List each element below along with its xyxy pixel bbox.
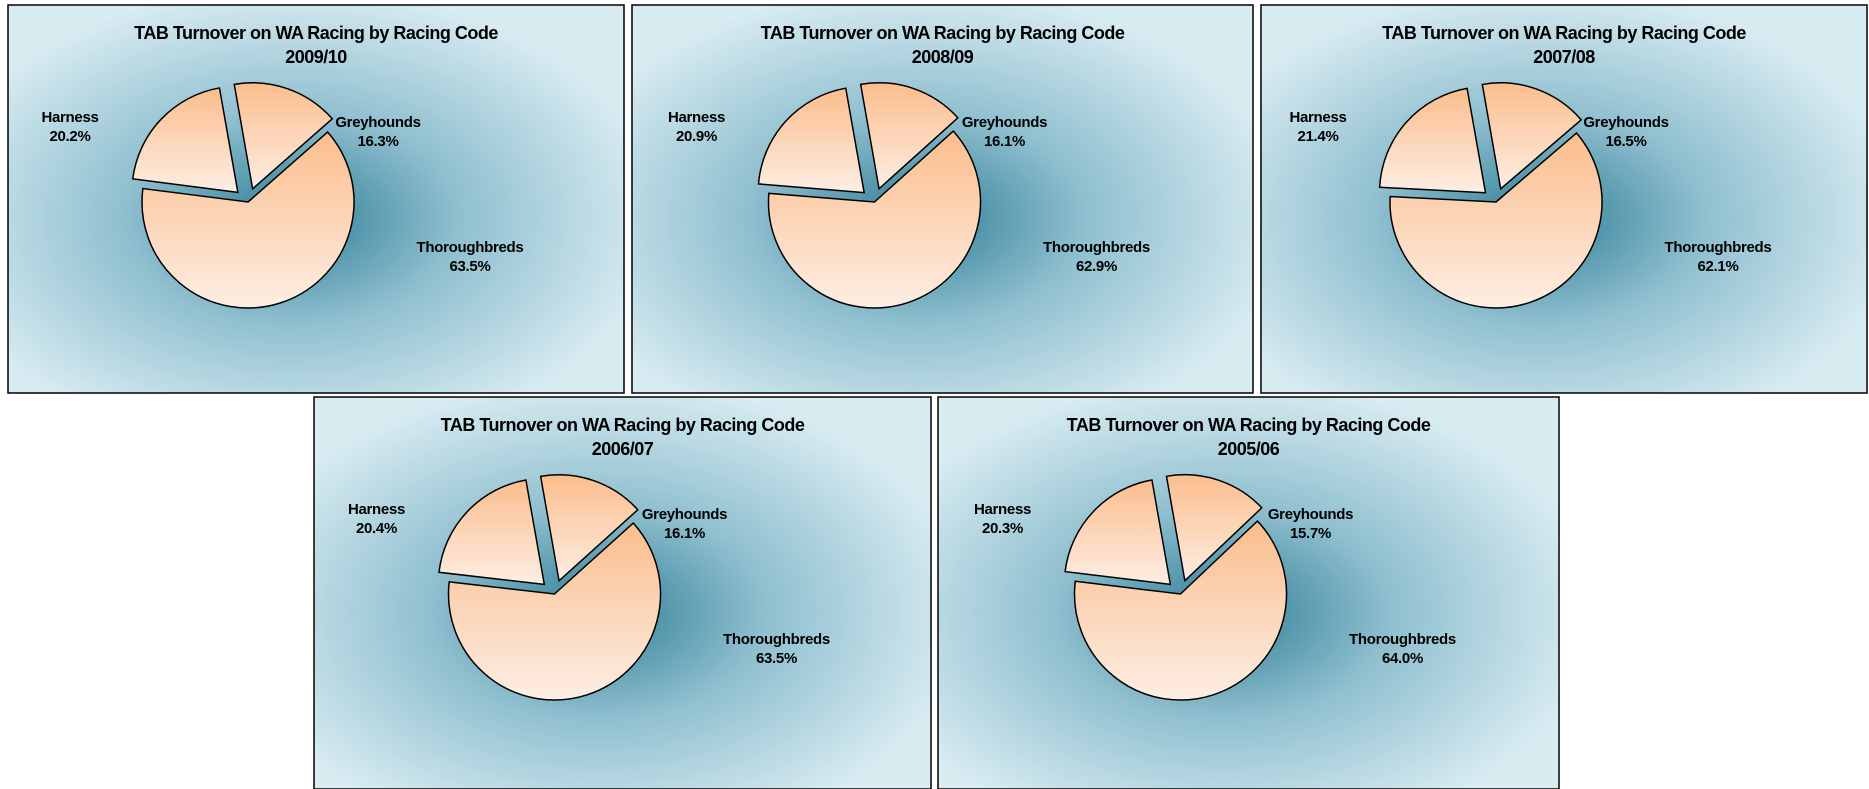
slice-value: 20.4%	[356, 520, 397, 537]
chart-panel: TAB Turnover on WA Racing by Racing Code…	[937, 396, 1560, 789]
slice-label: Thoroughbreds	[1349, 631, 1456, 648]
slice-value: 16.3%	[357, 133, 398, 150]
pie-slice	[438, 479, 546, 586]
slice-label: Harness	[668, 109, 725, 126]
slice-value: 20.2%	[49, 128, 90, 145]
slice-value: 15.7%	[1290, 525, 1331, 542]
pie-slice	[447, 521, 662, 701]
slice-label: Harness	[1289, 109, 1346, 126]
slice-label: Greyhounds	[1583, 114, 1668, 131]
slice-value: 20.3%	[982, 520, 1023, 537]
chart-subtitle: 2008/09	[912, 47, 974, 67]
pie-slice	[859, 82, 959, 191]
chart-subtitle: 2007/08	[1533, 47, 1595, 67]
chart-panel: TAB Turnover on WA Racing by Racing Code…	[7, 4, 625, 394]
pie-slice	[1165, 473, 1263, 583]
slice-value: 16.1%	[984, 133, 1025, 150]
slice-value: 62.1%	[1697, 258, 1738, 275]
chart-title: TAB Turnover on WA Racing by Racing Code	[761, 23, 1125, 43]
slice-label: Harness	[41, 109, 98, 126]
pie-slice	[141, 130, 355, 309]
pie-slice	[1481, 82, 1583, 191]
slice-value: 16.1%	[664, 525, 705, 542]
chart-title: TAB Turnover on WA Racing by Racing Code	[134, 23, 498, 43]
pie-slice	[131, 87, 239, 194]
pie-slice	[1073, 519, 1288, 701]
pie-slice	[1064, 479, 1172, 586]
chart-title: TAB Turnover on WA Racing by Racing Code	[441, 415, 805, 435]
slice-label: Thoroughbreds	[417, 239, 524, 256]
slice-value: 63.5%	[449, 258, 490, 275]
slice-label: Greyhounds	[1268, 506, 1353, 523]
slice-label: Greyhounds	[335, 114, 420, 131]
slice-value: 16.5%	[1605, 133, 1646, 150]
chart-subtitle: 2005/06	[1218, 439, 1280, 459]
slice-label: Thoroughbreds	[1665, 239, 1772, 256]
pie-slice	[233, 82, 334, 191]
chart-panel: TAB Turnover on WA Racing by Racing Code…	[631, 4, 1254, 394]
chart-panel: TAB Turnover on WA Racing by Racing Code…	[313, 396, 932, 789]
slice-value: 63.5%	[756, 650, 797, 667]
slice-label: Greyhounds	[962, 114, 1047, 131]
slice-value: 21.4%	[1297, 128, 1338, 145]
pie-slice	[539, 474, 639, 583]
chart-subtitle: 2006/07	[592, 439, 654, 459]
pie-slice	[757, 87, 866, 194]
slice-label: Thoroughbreds	[723, 631, 830, 648]
slice-value: 64.0%	[1382, 650, 1423, 667]
slice-value: 62.9%	[1076, 258, 1117, 275]
pie-slice	[767, 130, 982, 309]
pie-slice	[1389, 131, 1603, 309]
slice-label: Greyhounds	[642, 506, 727, 523]
slice-label: Harness	[348, 501, 405, 518]
slice-label: Thoroughbreds	[1043, 239, 1150, 256]
pie-slice	[1378, 87, 1487, 194]
chart-subtitle: 2009/10	[285, 47, 347, 67]
chart-title: TAB Turnover on WA Racing by Racing Code	[1382, 23, 1746, 43]
slice-label: Harness	[974, 501, 1031, 518]
chart-panel: TAB Turnover on WA Racing by Racing Code…	[1260, 4, 1868, 394]
slice-value: 20.9%	[676, 128, 717, 145]
chart-title: TAB Turnover on WA Racing by Racing Code	[1067, 415, 1431, 435]
